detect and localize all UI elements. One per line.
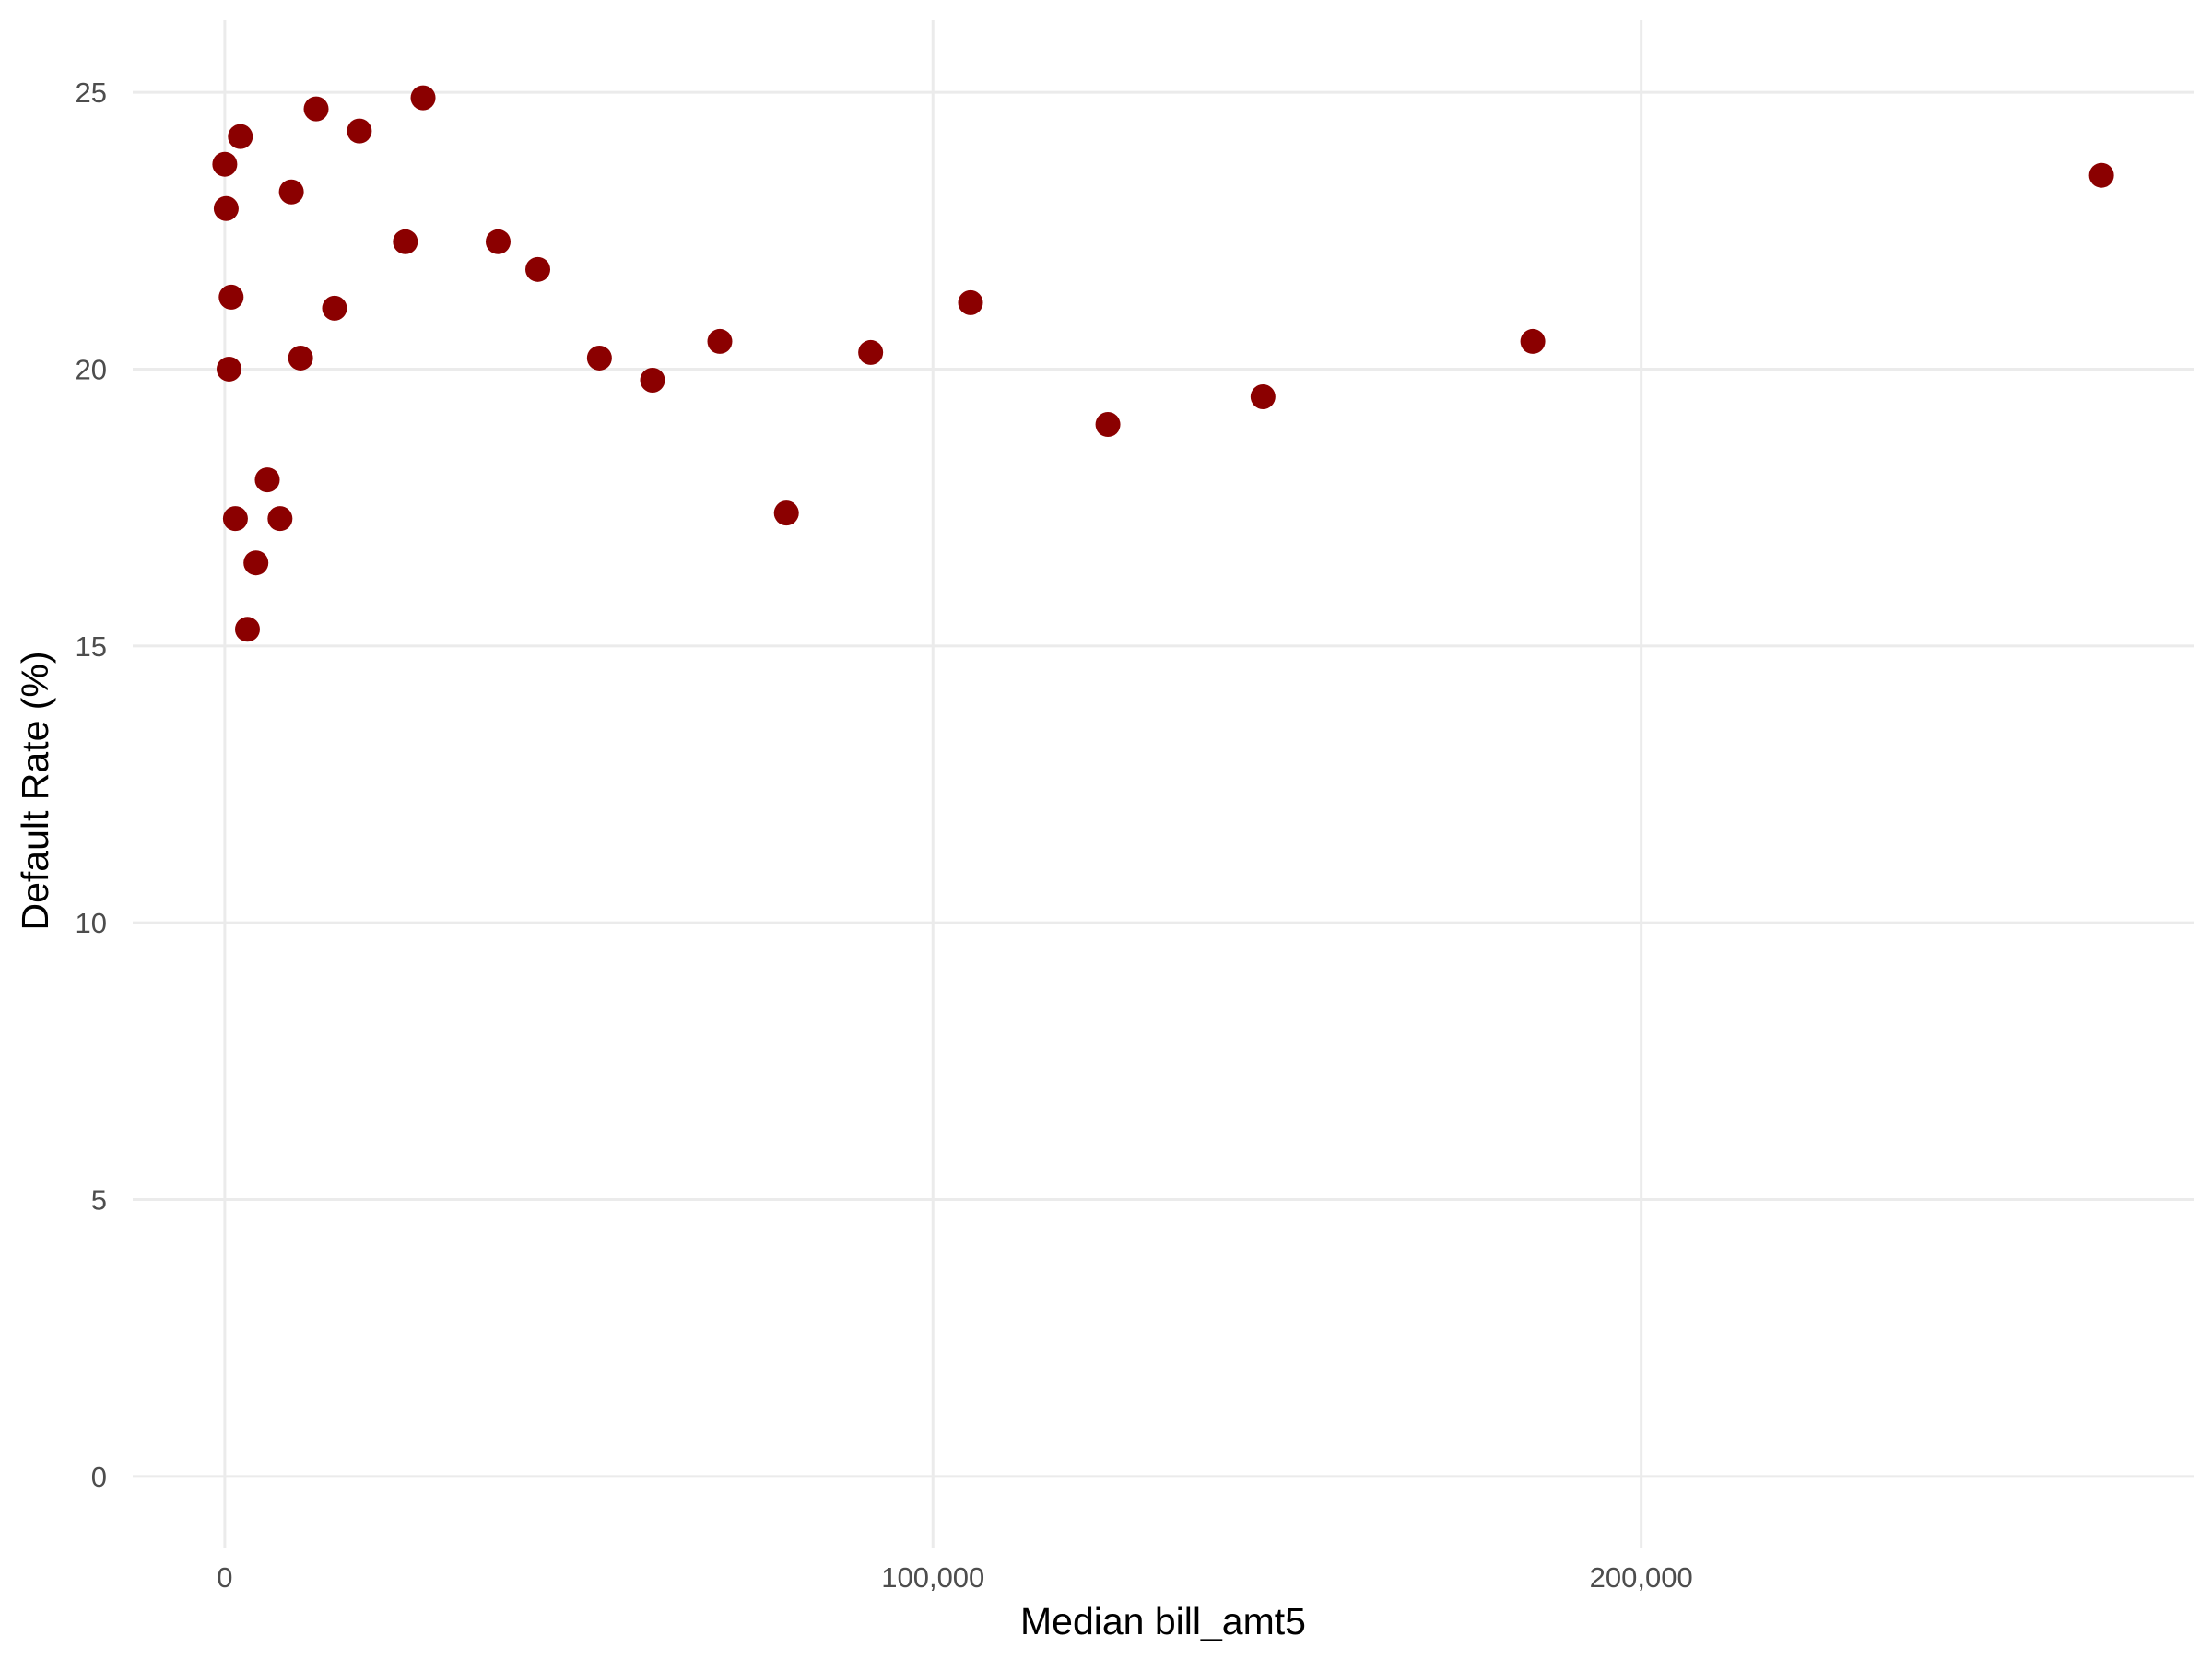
data-point [485,229,511,254]
data-point [858,339,884,365]
data-point [640,367,665,393]
data-point [773,500,799,526]
y-gridlines [133,90,2194,1478]
data-point [288,345,313,371]
data-point [243,550,269,576]
y-tick-label: 10 [76,907,107,939]
data-point [303,96,329,122]
data-point [213,195,239,221]
data-point [254,467,280,493]
data-point [228,124,253,149]
data-point [278,179,304,205]
x-tick-label: 100,000 [881,1561,984,1594]
data-point [707,328,733,354]
data-point [217,356,242,382]
y-axis-title: Default Rate (%) [14,651,56,930]
data-point [410,85,436,111]
data-point [322,295,347,321]
data-points [212,85,2114,642]
y-tick-label: 20 [76,353,107,385]
data-point [218,284,244,310]
y-tick-label: 25 [76,76,107,109]
data-point [212,151,238,177]
y-tick-label: 15 [76,630,107,663]
data-point [222,506,248,532]
x-gridlines [223,20,1643,1548]
data-point [1095,412,1121,438]
data-point [525,256,551,282]
data-point [393,229,418,254]
y-tick-label: 5 [91,1184,107,1217]
x-tick-label: 200,000 [1590,1561,1693,1594]
data-point [234,617,260,642]
data-point [267,506,293,532]
x-tick-labels: 0 100,000 200,000 [217,1561,1692,1594]
x-axis-title: Median bill_amt5 [1020,1600,1306,1642]
data-point [1250,383,1276,409]
y-tick-label: 0 [91,1461,107,1493]
data-point [958,289,983,315]
data-point [2088,162,2114,188]
y-tick-labels: 0 5 10 15 20 25 [76,76,107,1493]
data-point [586,345,612,371]
data-point [1520,328,1546,354]
x-tick-label: 0 [217,1561,232,1594]
data-point [347,118,372,144]
